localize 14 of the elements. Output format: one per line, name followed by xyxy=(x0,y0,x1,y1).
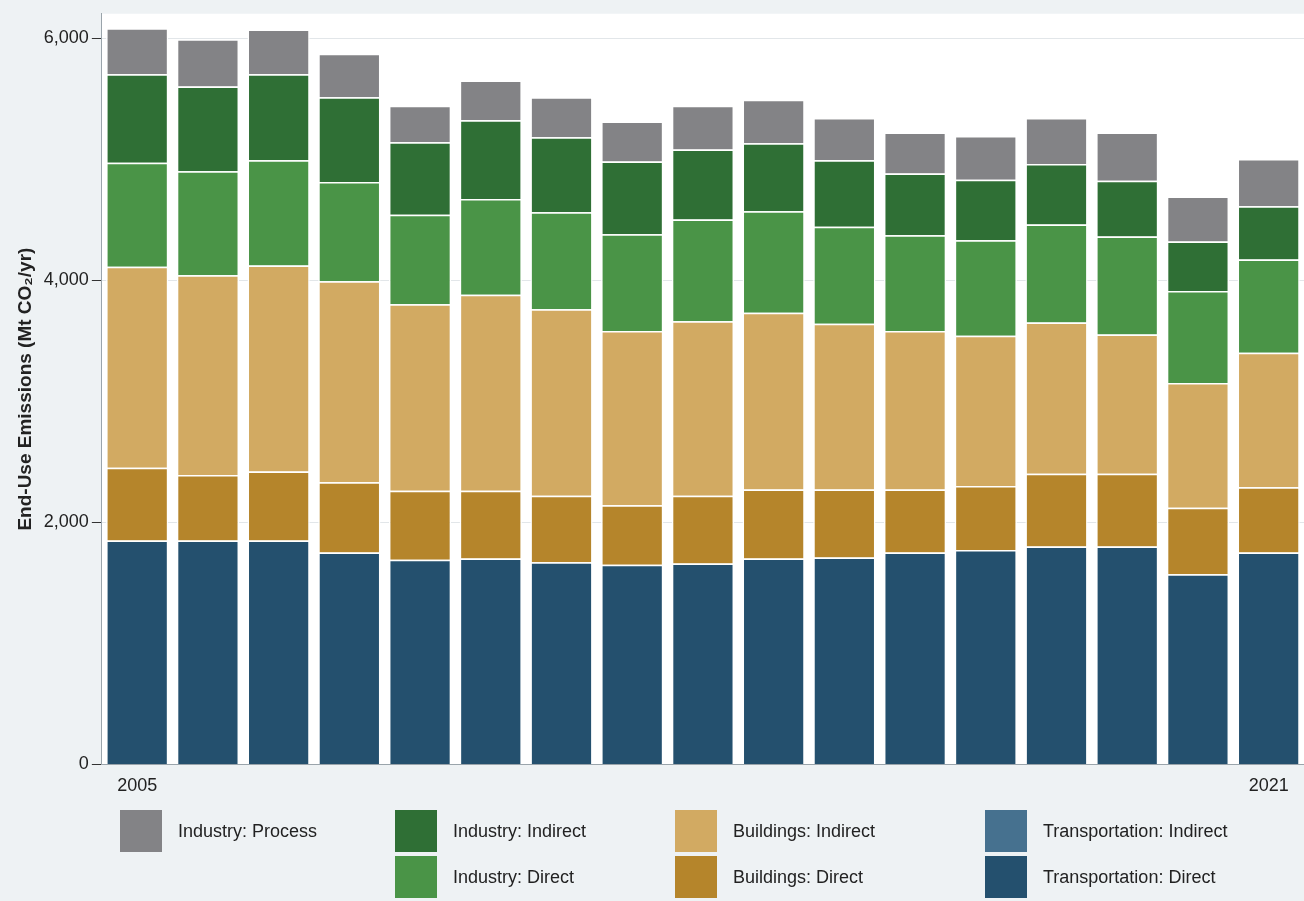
legend-label: Industry: Process xyxy=(178,820,318,842)
legend-label: Buildings: Direct xyxy=(733,866,864,888)
legend-label: Industry: Direct xyxy=(453,866,575,888)
y-tick-label: 2,000 xyxy=(43,511,89,532)
legend-label: Industry: Indirect xyxy=(453,820,587,842)
legend-label: Transportation: Direct xyxy=(1043,866,1216,888)
y-axis-title: End-Use Emissions (Mt CO₂/yr) xyxy=(13,247,35,531)
y-tick-label: 4,000 xyxy=(43,269,89,290)
legend-label: Transportation: Indirect xyxy=(1043,820,1228,842)
x-tick-label: 2021 xyxy=(1248,775,1289,796)
y-tick-label: 0 xyxy=(78,753,89,774)
x-tick-label: 2005 xyxy=(117,775,158,796)
y-tick-label: 6,000 xyxy=(43,26,89,47)
legend-label: Buildings: Indirect xyxy=(733,820,876,842)
